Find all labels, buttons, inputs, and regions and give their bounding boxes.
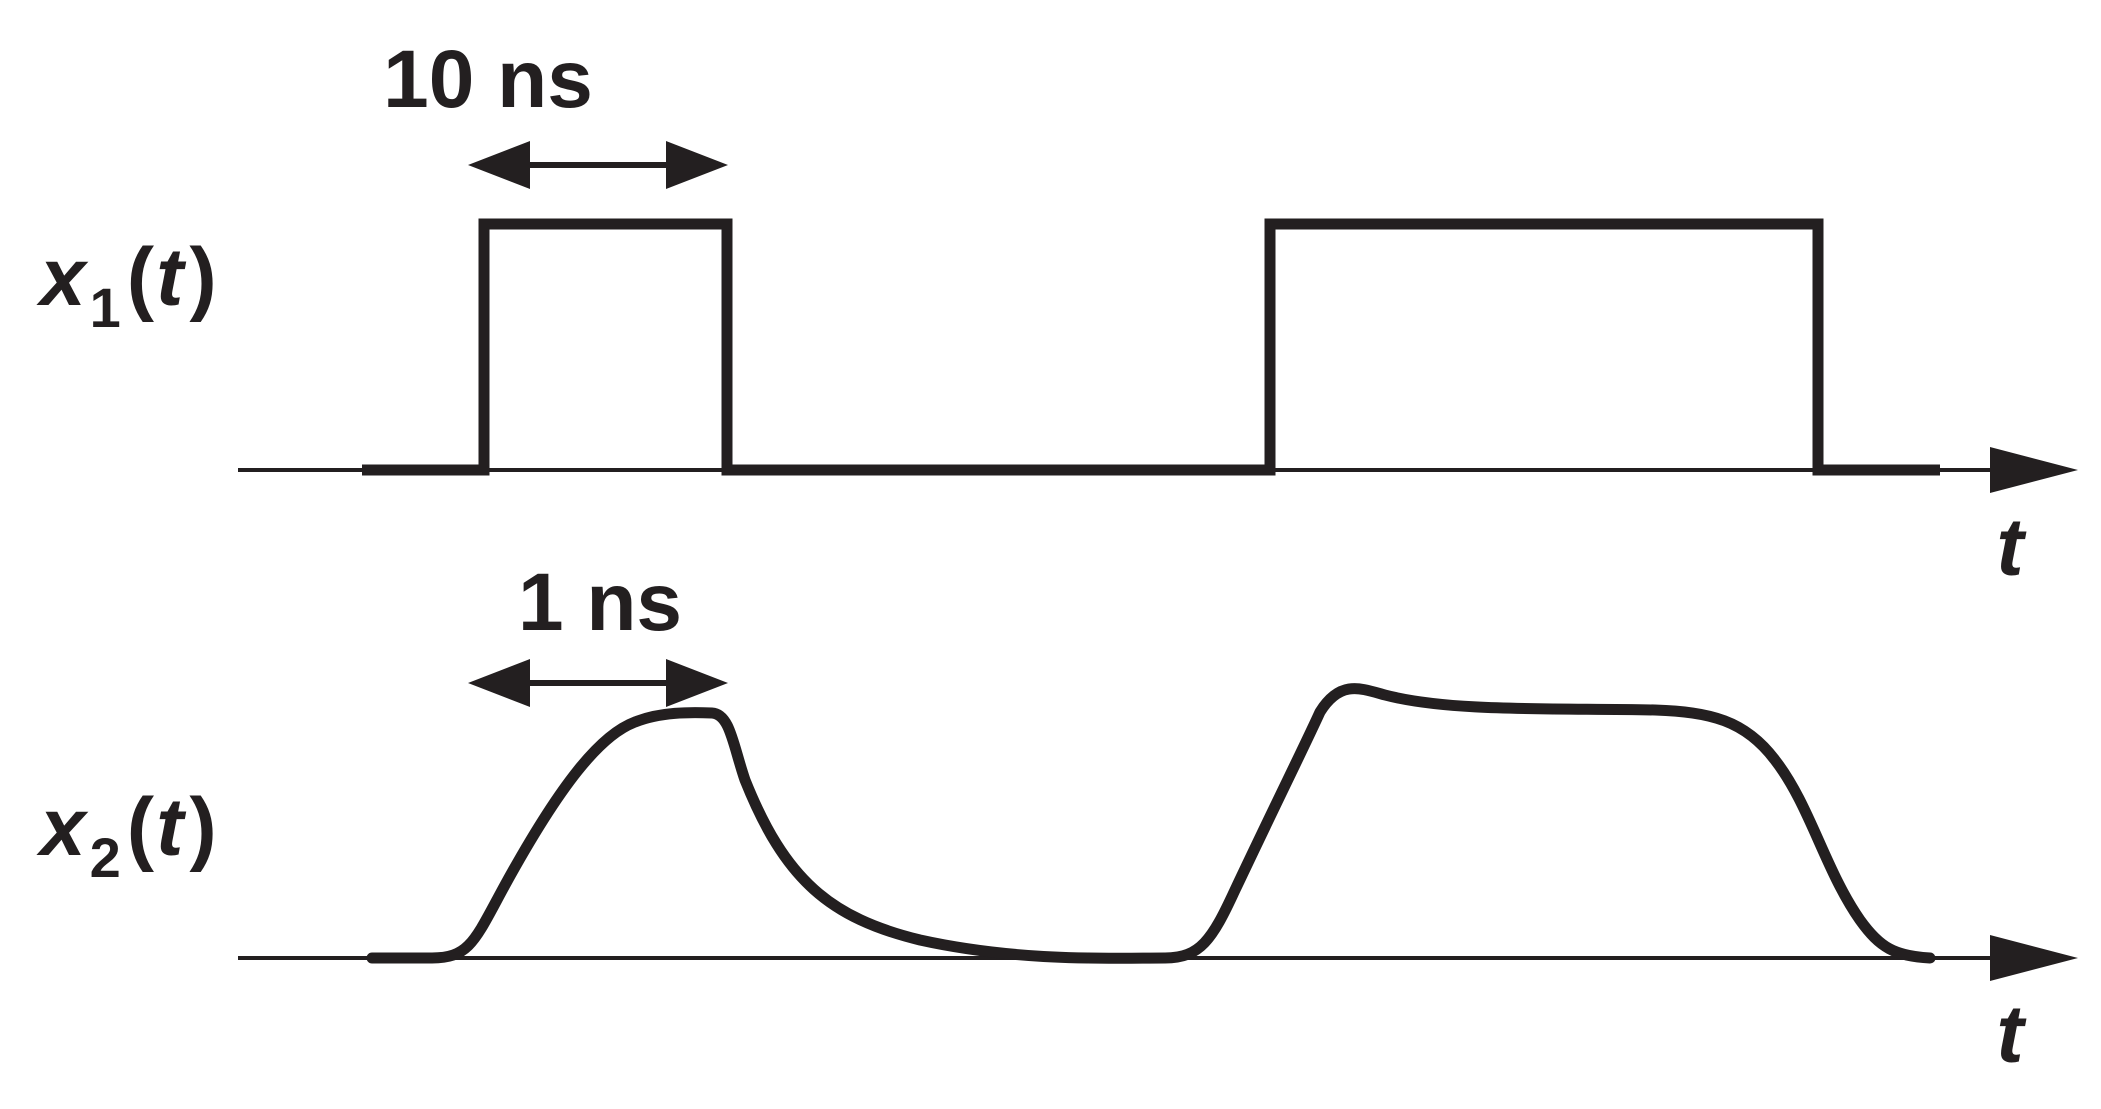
dimension-arrowhead-left — [468, 659, 530, 707]
bottom-panel: x2(t) 1 ns t — [36, 557, 2078, 1080]
bottom-duration-arrow — [468, 659, 728, 707]
top-axis-label: t — [1996, 502, 2027, 593]
top-duration-arrow — [468, 141, 728, 189]
bottom-signal-label: x2(t) — [36, 782, 217, 889]
top-panel: x1(t) 10 ns t — [36, 34, 2078, 593]
top-pulse-waveform — [362, 218, 1940, 476]
top-duration-label: 10 ns — [383, 34, 593, 125]
top-axis-arrowhead — [1990, 447, 2078, 493]
bottom-duration-label: 1 ns — [518, 557, 682, 648]
bottom-axis-label: t — [1996, 989, 2027, 1080]
bottom-response-waveform — [366, 683, 1936, 964]
dimension-arrowhead-right — [666, 141, 728, 189]
dimension-arrowhead-left — [468, 141, 530, 189]
bottom-axis-arrowhead — [1990, 935, 2078, 981]
top-signal-label: x1(t) — [36, 232, 217, 339]
dimension-arrowhead-right — [666, 659, 728, 707]
